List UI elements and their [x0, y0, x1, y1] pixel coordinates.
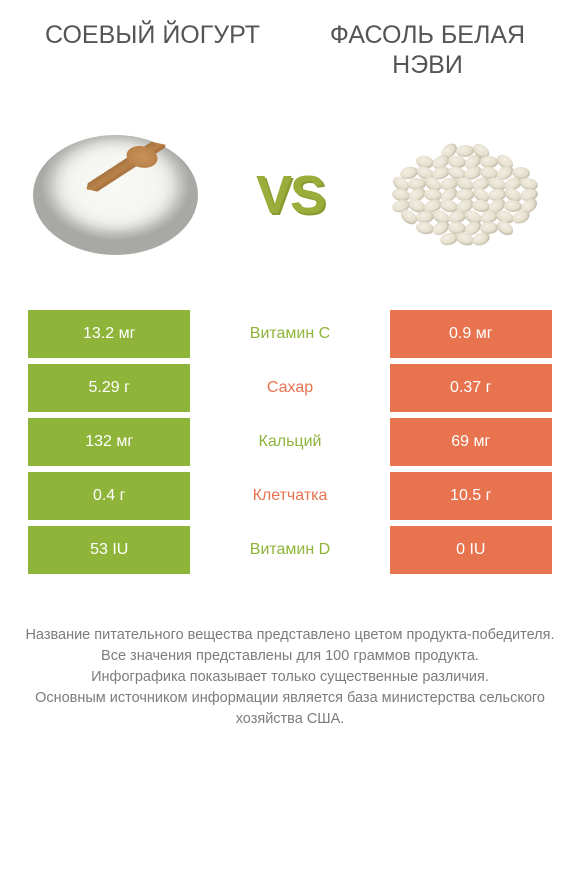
title-right: ФАСОЛЬ БЕЛАЯ НЭВИ	[315, 20, 540, 80]
vs-s: S	[290, 165, 324, 225]
footnote-line: Основным источником информации является …	[25, 688, 555, 730]
cell-left: 0.4 г	[28, 472, 190, 520]
cell-center: Кальций	[190, 418, 389, 466]
table-row: 53 IUВитамин D0 IU	[28, 526, 552, 574]
bean-icon	[480, 155, 498, 167]
vs-label: VS	[256, 164, 324, 226]
beans-pile-icon	[383, 135, 548, 255]
title-left: СОЕВЫЙ ЙОГУРТ	[40, 20, 265, 50]
nutrition-table: 13.2 мгВитамин C0.9 мг 5.29 гСахар0.37 г 1…	[0, 310, 580, 574]
cell-center: Сахар	[190, 364, 389, 412]
cell-left: 132 мг	[28, 418, 190, 466]
cell-right: 0 IU	[390, 526, 552, 574]
cell-center: Витамин C	[190, 310, 389, 358]
cell-left: 53 IU	[28, 526, 190, 574]
table-row: 13.2 мгВитамин C0.9 мг	[28, 310, 552, 358]
cell-right: 0.9 мг	[390, 310, 552, 358]
header: СОЕВЫЙ ЙОГУРТ ФАСОЛЬ БЕЛАЯ НЭВИ	[0, 0, 580, 90]
cell-right: 0.37 г	[390, 364, 552, 412]
table-row: 132 мгКальций69 мг	[28, 418, 552, 466]
footnote: Название питательного вещества представл…	[0, 580, 580, 730]
cell-right: 69 мг	[390, 418, 552, 466]
cell-left: 13.2 мг	[28, 310, 190, 358]
footnote-line: Название питательного вещества представл…	[25, 625, 555, 646]
cell-right: 10.5 г	[390, 472, 552, 520]
vs-v: V	[256, 165, 290, 225]
table-row: 5.29 гСахар0.37 г	[28, 364, 552, 412]
yogurt-image	[30, 110, 200, 280]
images-row: VS	[0, 90, 580, 310]
footnote-line: Все значения представлены для 100 граммо…	[25, 646, 555, 667]
cell-center: Витамин D	[190, 526, 389, 574]
table-row: 0.4 гКлетчатка10.5 г	[28, 472, 552, 520]
beans-image	[380, 110, 550, 280]
footnote-line: Инфографика показывает только существенн…	[25, 667, 555, 688]
cell-center: Клетчатка	[190, 472, 389, 520]
cell-left: 5.29 г	[28, 364, 190, 412]
yogurt-bowl-icon	[33, 135, 198, 255]
